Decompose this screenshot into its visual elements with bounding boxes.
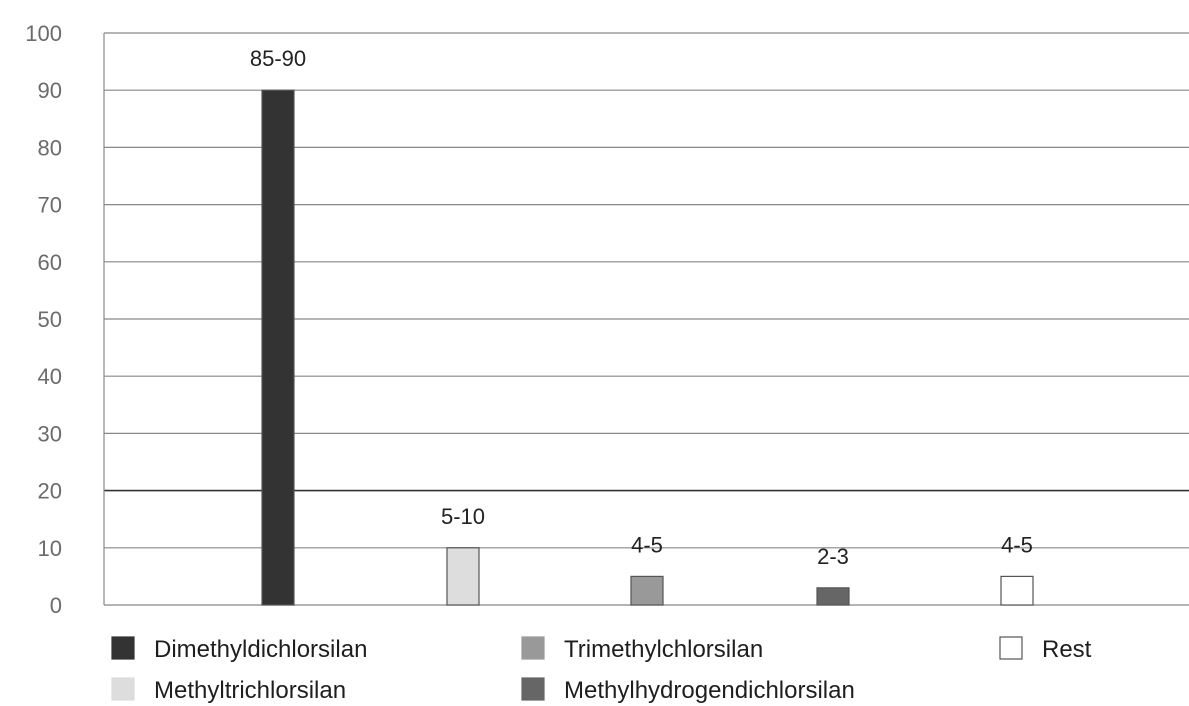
y-tick-label: 50 xyxy=(38,307,62,332)
legend-item: Dimethyldichlorsilan xyxy=(111,636,367,663)
y-tick-label: 20 xyxy=(38,479,62,504)
legend: Dimethyldichlorsilan Trimethylchlorsilan R… xyxy=(111,636,1092,704)
y-tick-label: 80 xyxy=(38,135,62,160)
legend-label: Methyltrichlorsilan xyxy=(154,677,346,704)
bar-methyltrichlorsilan xyxy=(446,547,480,606)
y-tick-label: 30 xyxy=(38,421,62,446)
legend-label: Rest xyxy=(1042,636,1092,663)
y-tick-label: 90 xyxy=(38,78,62,103)
y-tick-label: 70 xyxy=(38,193,62,218)
legend-swatch xyxy=(521,636,545,660)
y-tick-label: 60 xyxy=(38,250,62,275)
legend-swatch xyxy=(111,677,135,701)
bar-rest xyxy=(1000,575,1034,606)
legend-swatch xyxy=(999,636,1023,660)
legend-label: Trimethylchlorsilan xyxy=(564,636,763,663)
data-label: 85-90 xyxy=(250,46,306,71)
data-labels: 85-90 5-10 4-5 2-3 4-5 xyxy=(250,46,1033,569)
y-tick-label: 0 xyxy=(50,593,62,618)
bar-methylhydrogendichlorsilan xyxy=(816,587,850,606)
bar-trimethylchlorsilan xyxy=(630,575,664,606)
legend-item: Methylhydrogendichlorsilan xyxy=(521,677,855,704)
legend-item: Methyltrichlorsilan xyxy=(111,677,346,704)
y-tick-label: 40 xyxy=(38,364,62,389)
legend-label: Methylhydrogendichlorsilan xyxy=(564,677,855,704)
data-label: 4-5 xyxy=(1001,532,1033,557)
data-label: 5-10 xyxy=(441,504,485,529)
legend-label: Dimethyldichlorsilan xyxy=(154,636,367,663)
legend-swatch xyxy=(111,636,135,660)
bars xyxy=(261,89,1034,606)
legend-item: Trimethylchlorsilan xyxy=(521,636,763,663)
y-tick-label: 10 xyxy=(38,536,62,561)
legend-swatch xyxy=(521,677,545,701)
bar-dimethyldichlorsilan xyxy=(261,89,295,606)
data-label: 2-3 xyxy=(817,544,849,569)
legend-item: Rest xyxy=(999,636,1092,663)
data-label: 4-5 xyxy=(631,532,663,557)
y-tick-label: 100 xyxy=(25,21,62,46)
y-axis: 0 10 20 30 40 50 60 70 80 90 100 xyxy=(25,21,62,618)
